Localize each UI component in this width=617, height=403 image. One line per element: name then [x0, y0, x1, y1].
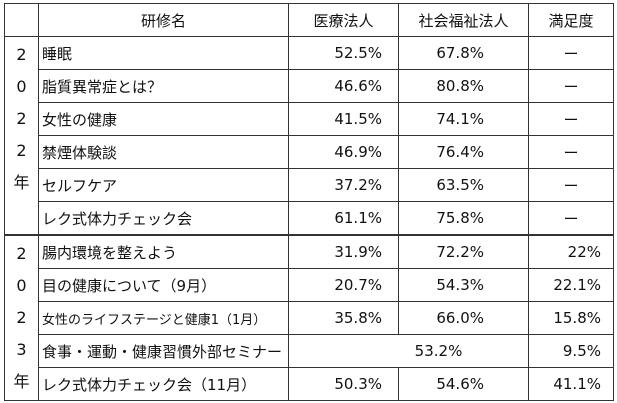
medical-rate: 35.8% — [288, 301, 399, 335]
training-results-table: 研修名 医療法人 社会福祉法人 満足度 2 0 2 2 年 睡眠 52.5% 6… — [4, 3, 614, 401]
table-row: 目の健康について（9月） 20.7% 54.3% 22.1% — [5, 268, 614, 302]
welfare-rate: 75.8% — [398, 201, 529, 236]
training-name: 女性の健康 — [38, 102, 289, 136]
year-char: 2 — [16, 244, 27, 263]
medical-rate: 61.1% — [288, 201, 399, 236]
combined-rate: 53.2% — [288, 334, 529, 368]
header-row: 研修名 医療法人 社会福祉法人 満足度 — [4, 3, 614, 37]
training-name: 腸内環境を整えよう — [38, 234, 289, 269]
training-name: レク式体力チェック会 — [38, 201, 289, 236]
table-row: セルフケア 37.2% 63.5% ー — [5, 168, 614, 202]
satisfaction: ー — [528, 201, 614, 236]
satisfaction: 22% — [528, 234, 614, 269]
training-name: 脂質異常症とは？ — [38, 69, 289, 103]
training-name: 食事・運動・健康習慣外部セミナー — [38, 334, 289, 368]
year-char: 2 — [16, 308, 27, 327]
training-name: 女性のライフステージと健康1（1月） — [38, 301, 289, 335]
medical-rate: 50.3% — [288, 367, 399, 401]
table-row: 2 0 2 3 年 腸内環境を整えよう 31.9% 72.2% 22% — [4, 234, 614, 401]
training-name: 睡眠 — [38, 36, 289, 70]
training-name: 目の健康について（9月） — [38, 268, 289, 302]
satisfaction: ー — [528, 36, 614, 70]
welfare-rate: 54.6% — [398, 367, 529, 401]
medical-rate: 37.2% — [288, 168, 399, 202]
year-char: 2 — [16, 45, 27, 64]
medical-rate: 20.7% — [288, 268, 399, 302]
welfare-rate: 63.5% — [398, 168, 529, 202]
welfare-rate: 66.0% — [398, 301, 529, 335]
welfare-rate: 54.3% — [398, 268, 529, 302]
table-row: 女性のライフステージと健康1（1月） 35.8% 66.0% 15.8% — [5, 301, 614, 335]
year-cell-2022: 2 0 2 2 年 — [4, 36, 39, 236]
year-char: 0 — [16, 276, 27, 295]
year-char: 年 — [13, 372, 30, 391]
welfare-rate: 67.8% — [398, 36, 529, 70]
satisfaction: ー — [528, 102, 614, 136]
table-row: 食事・運動・健康習慣外部セミナー 53.2% 9.5% — [5, 334, 614, 368]
header-satisfaction: 満足度 — [528, 3, 614, 37]
satisfaction: 22.1% — [528, 268, 614, 302]
satisfaction: 41.1% — [528, 367, 614, 401]
table-row: レク式体力チェック会 61.1% 75.8% ー — [5, 201, 614, 236]
welfare-rate: 72.2% — [398, 234, 529, 269]
table-row: 禁煙体験談 46.9% 76.4% ー — [5, 135, 614, 169]
training-name: 禁煙体験談 — [38, 135, 289, 169]
year-char: 0 — [16, 77, 27, 96]
satisfaction: 9.5% — [528, 334, 614, 368]
satisfaction: 15.8% — [528, 301, 614, 335]
satisfaction: ー — [528, 135, 614, 169]
medical-rate: 46.6% — [288, 69, 399, 103]
header-social-welfare-corp: 社会福祉法人 — [398, 3, 529, 37]
training-name: レク式体力チェック会（11月） — [38, 367, 289, 401]
training-table-container: 研修名 医療法人 社会福祉法人 満足度 2 0 2 2 年 睡眠 52.5% 6… — [4, 3, 614, 401]
table-row: レク式体力チェック会（11月） 50.3% 54.6% 41.1% — [5, 367, 614, 401]
year-char: 3 — [16, 340, 27, 359]
medical-rate: 52.5% — [288, 36, 399, 70]
year-char: 2 — [16, 141, 27, 160]
welfare-rate: 76.4% — [398, 135, 529, 169]
training-name: セルフケア — [38, 168, 289, 202]
medical-rate: 41.5% — [288, 102, 399, 136]
satisfaction: ー — [528, 168, 614, 202]
header-training-name: 研修名 — [38, 3, 289, 37]
welfare-rate: 74.1% — [398, 102, 529, 136]
year-char: 2 — [16, 109, 27, 128]
header-year — [4, 3, 39, 37]
header-medical-corp: 医療法人 — [288, 3, 399, 37]
satisfaction: ー — [528, 69, 614, 103]
table-row: 2 0 2 2 年 睡眠 52.5% 67.8% ー — [4, 36, 614, 236]
year-char: 年 — [13, 173, 30, 192]
welfare-rate: 80.8% — [398, 69, 529, 103]
table-row: 脂質異常症とは？ 46.6% 80.8% ー — [5, 69, 614, 103]
year-cell-2023: 2 0 2 3 年 — [4, 234, 39, 401]
medical-rate: 46.9% — [288, 135, 399, 169]
table-row: 女性の健康 41.5% 74.1% ー — [5, 102, 614, 136]
medical-rate: 31.9% — [288, 234, 399, 269]
